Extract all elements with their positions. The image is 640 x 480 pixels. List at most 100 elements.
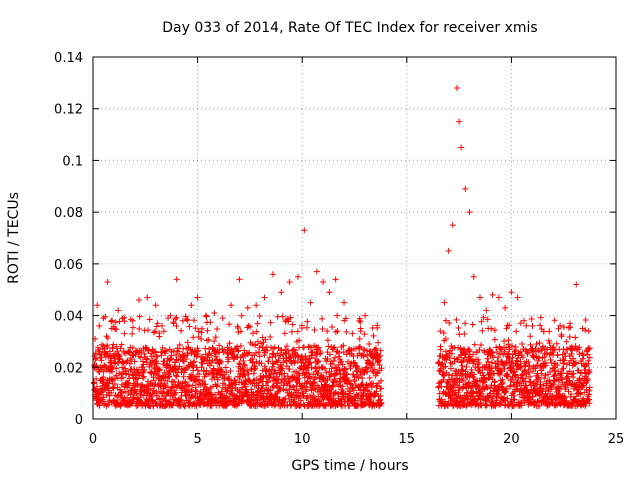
data-point bbox=[208, 352, 215, 359]
data-point bbox=[202, 312, 209, 319]
data-point bbox=[172, 389, 179, 396]
data-point bbox=[98, 357, 105, 364]
data-point bbox=[497, 345, 504, 352]
data-point bbox=[338, 358, 345, 365]
data-point bbox=[104, 278, 111, 285]
data-point bbox=[134, 380, 141, 387]
data-point bbox=[582, 317, 589, 324]
data-point bbox=[211, 309, 218, 316]
data-point bbox=[551, 372, 558, 379]
data-point bbox=[284, 402, 291, 409]
data-point bbox=[580, 352, 587, 359]
data-point bbox=[570, 370, 577, 377]
data-point bbox=[537, 314, 544, 321]
data-point bbox=[111, 380, 118, 387]
data-point bbox=[461, 347, 468, 354]
data-point bbox=[203, 385, 210, 392]
data-point bbox=[93, 355, 100, 362]
data-point bbox=[136, 313, 143, 320]
data-point bbox=[586, 368, 593, 375]
data-point bbox=[144, 294, 151, 301]
data-point bbox=[312, 386, 319, 393]
data-point bbox=[375, 339, 382, 346]
data-point bbox=[546, 328, 553, 335]
data-point bbox=[141, 350, 148, 357]
data-point bbox=[227, 367, 234, 374]
data-point bbox=[173, 322, 180, 329]
x-tick-label: 5 bbox=[193, 432, 201, 447]
data-point bbox=[97, 354, 104, 361]
data-point bbox=[153, 360, 160, 367]
data-point bbox=[152, 349, 159, 356]
data-point bbox=[313, 268, 320, 275]
data-point bbox=[105, 401, 112, 408]
data-point bbox=[127, 366, 134, 373]
data-point bbox=[442, 317, 449, 324]
data-point bbox=[470, 351, 477, 358]
data-point bbox=[480, 314, 487, 321]
data-point bbox=[559, 366, 566, 373]
data-point bbox=[253, 302, 260, 309]
data-point bbox=[306, 374, 313, 381]
data-point bbox=[528, 316, 535, 323]
data-point bbox=[174, 345, 181, 352]
data-point bbox=[114, 393, 121, 400]
data-point bbox=[330, 357, 337, 364]
data-point bbox=[207, 384, 214, 391]
data-point bbox=[271, 344, 278, 351]
data-point bbox=[101, 363, 108, 370]
data-point bbox=[117, 345, 124, 352]
plot-frame bbox=[92, 56, 617, 420]
data-point bbox=[449, 222, 456, 229]
data-point bbox=[255, 379, 262, 386]
data-point bbox=[573, 393, 580, 400]
data-point bbox=[115, 307, 122, 314]
data-point bbox=[566, 333, 573, 340]
data-point bbox=[235, 347, 242, 354]
data-point bbox=[483, 307, 490, 314]
data-point bbox=[466, 348, 473, 355]
data-point bbox=[240, 357, 247, 364]
data-point bbox=[156, 333, 163, 340]
data-point bbox=[547, 356, 554, 363]
data-point bbox=[315, 369, 322, 376]
data-point bbox=[173, 314, 180, 321]
x-axis-title: GPS time / hours bbox=[291, 458, 408, 474]
data-point bbox=[146, 316, 153, 323]
data-point bbox=[554, 361, 561, 368]
data-point bbox=[317, 388, 324, 395]
data-point bbox=[359, 380, 366, 387]
data-point bbox=[186, 323, 193, 330]
data-point bbox=[258, 360, 265, 367]
data-point bbox=[327, 358, 334, 365]
data-point bbox=[470, 371, 477, 378]
data-point bbox=[169, 402, 176, 409]
data-point bbox=[329, 324, 336, 331]
data-point bbox=[336, 350, 343, 357]
data-point bbox=[440, 376, 447, 383]
data-point bbox=[192, 384, 199, 391]
data-point bbox=[226, 377, 233, 384]
data-point bbox=[214, 382, 221, 389]
data-point bbox=[522, 375, 529, 382]
data-point bbox=[347, 380, 354, 387]
data-point bbox=[133, 390, 140, 397]
data-point bbox=[541, 353, 548, 360]
data-point bbox=[512, 373, 519, 380]
data-point bbox=[268, 371, 275, 378]
data-point bbox=[355, 365, 362, 372]
data-point bbox=[294, 358, 301, 365]
data-point bbox=[355, 344, 362, 351]
data-point bbox=[356, 315, 363, 322]
data-point bbox=[170, 319, 177, 326]
data-point bbox=[476, 346, 483, 353]
data-point bbox=[377, 347, 384, 354]
data-point bbox=[576, 351, 583, 358]
data-point bbox=[164, 363, 171, 370]
data-point bbox=[282, 395, 289, 402]
data-point bbox=[360, 353, 367, 360]
data-point bbox=[522, 362, 529, 369]
data-point bbox=[319, 325, 326, 332]
data-point bbox=[322, 365, 329, 372]
data-point bbox=[113, 326, 120, 333]
